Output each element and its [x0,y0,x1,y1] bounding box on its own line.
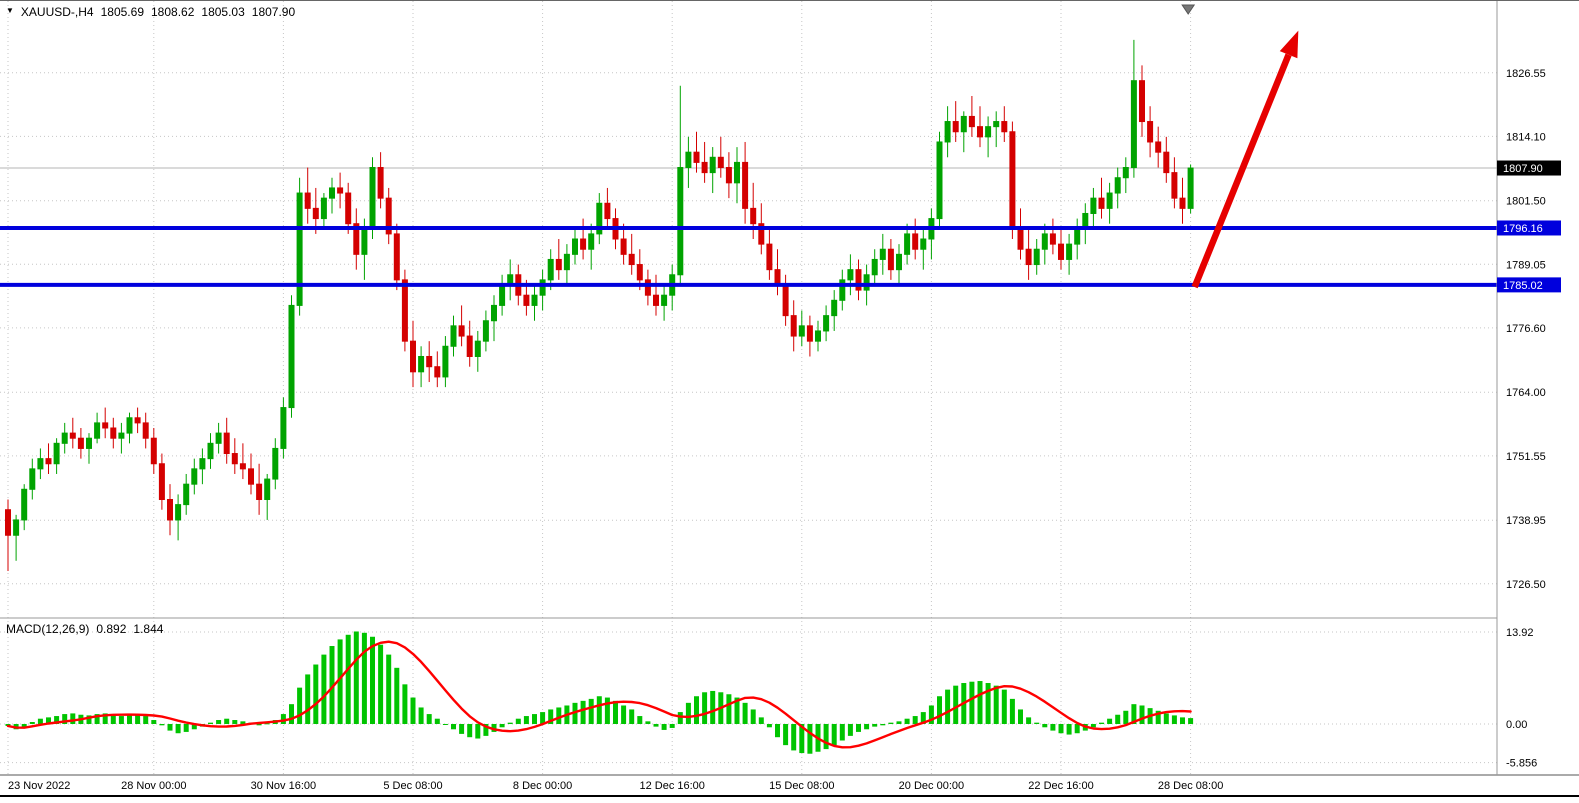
svg-text:20 Dec 00:00: 20 Dec 00:00 [899,780,964,792]
trend-arrow[interactable] [1191,30,1299,289]
ohlc-low: 1805.03 [201,5,245,19]
hline-price-badge-1796.16: 1796.16 [1497,220,1561,236]
svg-text:1726.50: 1726.50 [1506,579,1546,591]
macd-signal-line [6,640,1192,749]
svg-text:1801.50: 1801.50 [1506,196,1546,208]
svg-text:22 Dec 16:00: 22 Dec 16:00 [1028,780,1093,792]
svg-text:1796.16: 1796.16 [1503,223,1543,235]
ohlc-close: 1807.90 [251,5,296,19]
macd-main-value: 0.892 [96,622,127,636]
candles-layer [5,39,1194,572]
svg-text:30 Nov 16:00: 30 Nov 16:00 [251,780,316,792]
hline-price-badge-1785.02: 1785.02 [1497,277,1561,293]
svg-text:12 Dec 16:00: 12 Dec 16:00 [639,780,704,792]
svg-text:1764.00: 1764.00 [1506,387,1546,399]
macd-signal-value: 1.844 [133,622,164,636]
svg-text:28 Dec 08:00: 28 Dec 08:00 [1158,780,1223,792]
chart-shift-marker-icon[interactable] [1181,4,1196,15]
macd-indicator-label: MACD(12,26,9) 0.892 1.844 [6,622,163,636]
chart-ohlc-header: ▼ XAUUSD-,H4 1805.69 1808.62 1805.03 180… [6,5,295,19]
symbol-label: XAUUSD-,H4 [20,5,94,19]
svg-text:1807.90: 1807.90 [1503,163,1543,175]
symbol-marker-icon: ▼ [6,6,14,15]
svg-text:13.92: 13.92 [1506,627,1534,639]
svg-text:0.00: 0.00 [1506,719,1527,731]
price-axis: 1826.55 1814.10 1801.50 1789.05 1776.60 1764.… [1506,68,1546,770]
svg-text:28 Nov 00:00: 28 Nov 00:00 [121,780,186,792]
svg-text:1738.95: 1738.95 [1506,515,1546,527]
svg-text:1776.60: 1776.60 [1506,323,1546,335]
gridlines [0,1,1497,775]
svg-text:1785.02: 1785.02 [1503,280,1543,292]
ohlc-high: 1808.62 [151,5,195,19]
macd-name: MACD(12,26,9) [6,622,90,636]
svg-text:15 Dec 08:00: 15 Dec 08:00 [769,780,834,792]
svg-text:8 Dec 00:00: 8 Dec 00:00 [513,780,572,792]
svg-text:23 Nov 2022: 23 Nov 2022 [8,780,70,792]
svg-text:5 Dec 08:00: 5 Dec 08:00 [383,780,442,792]
svg-text:-5.856: -5.856 [1506,758,1537,770]
svg-text:1751.55: 1751.55 [1506,451,1546,463]
svg-text:1826.55: 1826.55 [1506,68,1546,80]
svg-text:1814.10: 1814.10 [1506,131,1546,143]
current-price-badge: 1807.90 [1497,160,1561,176]
svg-text:1789.05: 1789.05 [1506,259,1546,271]
ohlc-open: 1805.69 [100,5,144,19]
time-axis: 23 Nov 2022 28 Nov 00:00 30 Nov 16:00 5 Dec… [8,780,1223,792]
